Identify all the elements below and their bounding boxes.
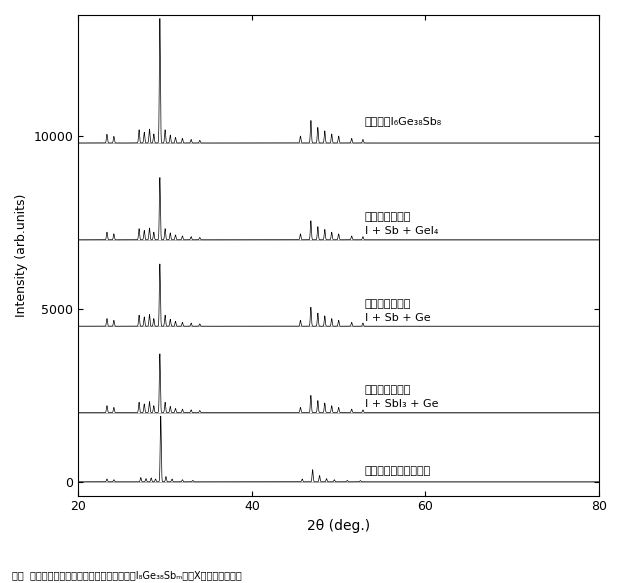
Text: 熱電変換素子３: 熱電変換素子３ xyxy=(364,212,411,223)
Text: I + Sb + Ge: I + Sb + Ge xyxy=(364,312,430,323)
Text: I + Sb + GeI₄: I + Sb + GeI₄ xyxy=(364,226,438,236)
X-axis label: 2θ (deg.): 2θ (deg.) xyxy=(307,519,370,533)
Text: 熱電変換素子１: 熱電変換素子１ xyxy=(364,385,411,395)
Text: 熱電変換素子２: 熱電変換素子２ xyxy=(364,299,411,309)
Text: I + SbI₃ + Ge: I + SbI₃ + Ge xyxy=(364,399,438,409)
Y-axis label: Intensity (arb.units): Intensity (arb.units) xyxy=(15,194,28,317)
Text: 作製したI₆Ge₃₈Sb₈: 作製したI₆Ge₃₈Sb₈ xyxy=(364,115,442,126)
Text: シミュレーション結果: シミュレーション結果 xyxy=(364,466,431,476)
Text: 図１  作製した熱電変換素子１，同２，同３（I₈Ge₃₈Sbₘ）のX線回折パターン: 図１ 作製した熱電変換素子１，同２，同３（I₈Ge₃₈Sbₘ）のX線回折パターン xyxy=(12,570,242,580)
